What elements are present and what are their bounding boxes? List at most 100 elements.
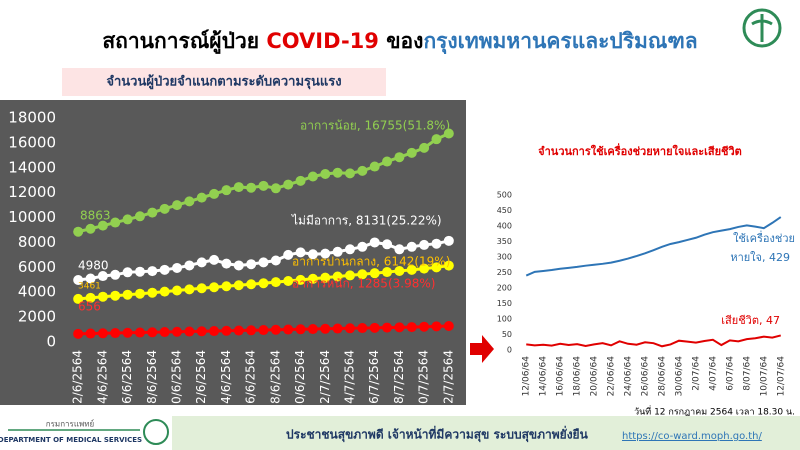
data-point — [332, 167, 343, 178]
x-tick-label: 14/6/2564 — [95, 350, 109, 412]
data-point — [246, 259, 257, 270]
data-point — [196, 192, 207, 203]
data-point — [258, 257, 269, 268]
data-point — [443, 128, 454, 139]
data-point — [85, 223, 96, 234]
data-point — [134, 211, 145, 222]
slogan: ประชาชนสุขภาพดี เจ้าหน้าที่มีความสุข ระบ… — [286, 426, 589, 443]
data-point — [431, 321, 442, 332]
report-date: วันที่ 12 กรกฎาคม 2564 เวลา 18.30 น. — [634, 405, 795, 418]
data-point — [394, 152, 405, 163]
data-point — [233, 260, 244, 271]
y-tick-label: 10000 — [8, 208, 56, 226]
page-title: สถานการณ์ผู้ป่วย COVID-19 ของกรุงเทพมหาน… — [102, 29, 697, 55]
data-point — [122, 267, 133, 278]
y-tick-label: 12000 — [8, 183, 56, 201]
x-tick-label: 26/6/2564 — [244, 350, 258, 412]
annotation: 656 — [78, 300, 101, 314]
data-point — [196, 326, 207, 337]
x-tick-label: 24/6/2564 — [219, 350, 233, 412]
y-tick-label: 350 — [497, 237, 512, 246]
title-part: ของ — [379, 29, 424, 53]
x-tick-label: 10/7/2564 — [417, 350, 431, 412]
data-point — [97, 328, 108, 339]
annotation: 8863 — [80, 209, 111, 223]
data-point — [110, 269, 121, 280]
data-point — [369, 268, 380, 279]
data-point — [295, 324, 306, 335]
x-tick-label: 12/07/64 — [776, 356, 786, 397]
annotation: ใช้เครื่องช่วย — [733, 230, 795, 245]
data-point — [134, 266, 145, 277]
data-point — [332, 323, 343, 334]
y-tick-label: 200 — [497, 284, 512, 293]
annotation: อาการปานกลาง, 6142(19%) — [292, 255, 450, 269]
data-point — [344, 168, 355, 179]
data-point — [443, 235, 454, 246]
data-point — [357, 269, 368, 280]
data-point — [394, 322, 405, 333]
x-tick-label: 14/06/64 — [539, 356, 549, 397]
data-point — [172, 326, 183, 337]
data-point — [283, 179, 294, 190]
data-point — [233, 182, 244, 193]
y-tick-label: 16000 — [8, 133, 56, 151]
data-point — [431, 134, 442, 145]
x-tick-label: 28/06/64 — [657, 356, 667, 397]
data-point — [221, 185, 232, 196]
data-point — [73, 275, 84, 286]
y-tick-label: 8000 — [18, 233, 56, 251]
arrow — [470, 335, 494, 363]
data-point — [332, 246, 343, 257]
data-point — [295, 247, 306, 258]
data-point — [382, 156, 393, 167]
data-point — [258, 325, 269, 336]
x-tick-label: 30/06/64 — [674, 356, 684, 397]
data-point — [73, 226, 84, 237]
title-part: สถานการณ์ผู้ป่วย — [102, 29, 266, 55]
data-point — [394, 265, 405, 276]
x-tick-label: 24/06/64 — [624, 356, 634, 397]
x-tick-label: 18/06/64 — [573, 356, 583, 397]
title-part: กรุงเทพมหานครและปริมณฑล — [423, 29, 697, 55]
x-tick-label: 22/06/64 — [607, 356, 617, 397]
annotation: อาการน้อย, 16755(51.8%) — [300, 119, 450, 133]
x-tick-label: 18/6/2564 — [145, 350, 159, 412]
y-tick-label: 0 — [507, 346, 512, 355]
x-tick-label: 4/7/2564 — [342, 350, 356, 404]
data-point — [382, 322, 393, 333]
data-point — [159, 264, 170, 275]
data-point — [233, 325, 244, 336]
x-tick-label: 2/07/64 — [691, 356, 701, 391]
annotation: 4980 — [78, 259, 109, 273]
data-point — [258, 180, 269, 191]
y-tick-label: 4000 — [18, 283, 56, 301]
data-point — [382, 267, 393, 278]
data-point — [357, 165, 368, 176]
dept-en: DEPARTMENT OF MEDICAL SERVICES — [0, 436, 142, 444]
data-point — [406, 264, 417, 275]
data-point — [184, 196, 195, 207]
data-point — [357, 241, 368, 252]
data-point — [344, 244, 355, 255]
x-tick-label: 12/6/2564 — [71, 350, 85, 412]
x-tick-label: 12/06/64 — [522, 356, 532, 397]
x-tick-label: 2/7/2564 — [318, 350, 332, 404]
data-point — [344, 323, 355, 334]
annotation: ไม่มีอาการ, 8131(25.22%) — [291, 214, 442, 228]
data-point — [443, 260, 454, 271]
x-tick-label: 16/06/64 — [556, 356, 566, 397]
x-tick-label: 30/6/2564 — [293, 350, 307, 412]
data-point — [270, 277, 281, 288]
data-point — [110, 217, 121, 228]
y-tick-label: 250 — [497, 268, 512, 277]
data-point — [209, 282, 220, 293]
data-point — [221, 325, 232, 336]
data-point — [134, 288, 145, 299]
y-tick-label: 300 — [497, 253, 512, 262]
data-point — [270, 183, 281, 194]
data-point — [184, 326, 195, 337]
url: https://co-ward.moph.go.th/ — [622, 431, 762, 442]
data-point — [246, 279, 257, 290]
